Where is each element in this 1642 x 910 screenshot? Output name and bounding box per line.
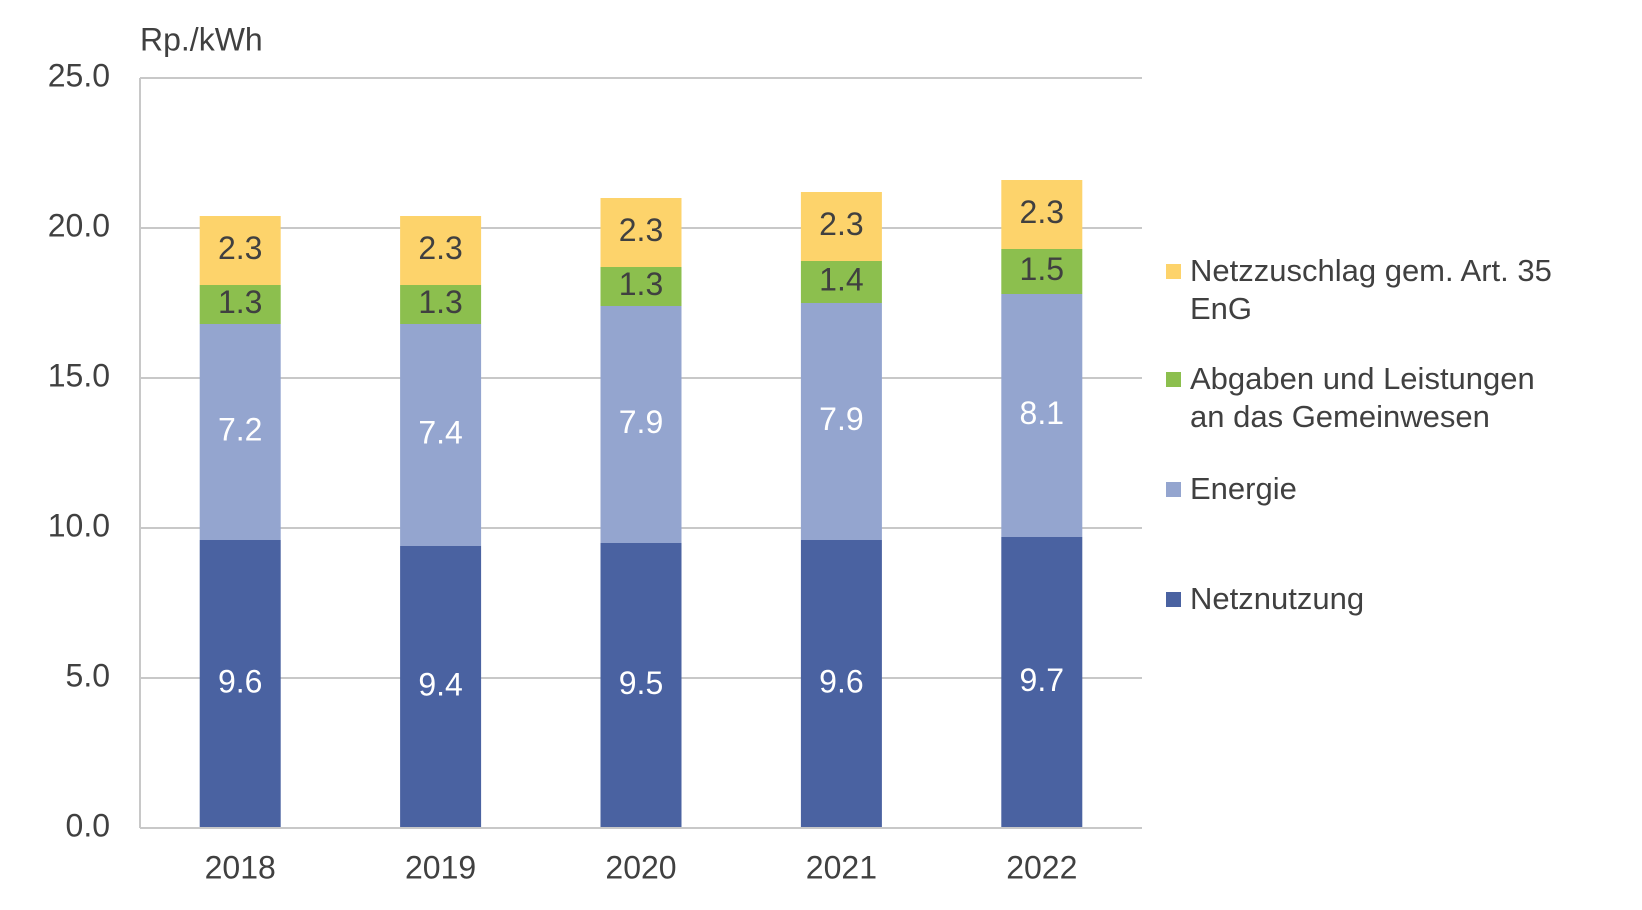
y-tick-label: 10.0 [48, 507, 110, 543]
bar-segment [1001, 180, 1083, 249]
bar-segment [199, 540, 281, 828]
data-label: 2.3 [819, 206, 863, 242]
bar-segment [600, 267, 682, 306]
legend-label: Netznutzung [1190, 581, 1365, 616]
bar-segment [400, 216, 482, 285]
bar-segment [400, 285, 482, 324]
y-tick-label: 5.0 [66, 657, 110, 693]
bar-segment [400, 324, 482, 546]
bar-segment [1001, 537, 1083, 828]
bar-segment [400, 546, 482, 828]
data-label: 2.3 [418, 230, 462, 266]
data-label: 1.3 [218, 284, 262, 320]
data-label: 8.1 [1020, 395, 1064, 431]
bar-segment [199, 324, 281, 540]
data-label: 9.5 [619, 665, 663, 701]
data-label: 9.7 [1020, 662, 1064, 698]
legend-item: Netznutzung [1166, 580, 1575, 618]
y-tick-label: 15.0 [48, 357, 110, 393]
bar-segment [1001, 294, 1083, 537]
x-tick-label: 2019 [405, 849, 476, 885]
bar-segment [1001, 249, 1083, 294]
data-label: 7.9 [819, 401, 863, 437]
data-label: 2.3 [1020, 194, 1064, 230]
legend-swatch [1166, 372, 1181, 387]
y-tick-label: 20.0 [48, 207, 110, 243]
bar-segment [600, 543, 682, 828]
data-label: 1.5 [1020, 251, 1064, 287]
data-label: 9.6 [819, 663, 863, 699]
bar-segment [199, 216, 281, 285]
data-label: 1.4 [819, 261, 863, 297]
bar-segment [800, 192, 882, 261]
legend-label: Energie [1190, 471, 1297, 506]
x-tick-label: 2021 [806, 849, 877, 885]
x-tick-label: 2020 [605, 849, 676, 885]
bar-segment [800, 303, 882, 540]
data-label: 1.3 [619, 266, 663, 302]
data-label: 2.3 [619, 212, 663, 248]
y-tick-label: 0.0 [66, 807, 110, 843]
y-axis-label: Rp./kWh [140, 21, 263, 57]
bar-segment [800, 261, 882, 303]
legend-swatch [1166, 264, 1181, 279]
x-tick-label: 2018 [205, 849, 276, 885]
bar-segment [199, 285, 281, 324]
y-tick-label: 25.0 [48, 57, 110, 93]
legend-swatch [1166, 482, 1181, 497]
data-label: 9.4 [418, 666, 462, 702]
legend-swatch [1166, 592, 1181, 607]
data-label: 9.6 [218, 663, 262, 699]
bar-segment [600, 198, 682, 267]
legend-item: Netzzuschlag gem. Art. 35 EnG [1166, 252, 1575, 328]
legend-label: Abgaben und Leistungen an das Gemeinwese… [1190, 361, 1535, 434]
x-tick-label: 2022 [1006, 849, 1077, 885]
bar-segment [600, 306, 682, 543]
legend-label: Netzzuschlag gem. Art. 35 EnG [1190, 253, 1552, 326]
data-label: 2.3 [218, 230, 262, 266]
data-label: 7.2 [218, 411, 262, 447]
bar-segment [800, 540, 882, 828]
legend-item: Abgaben und Leistungen an das Gemeinwese… [1166, 360, 1575, 436]
legend-item: Energie [1166, 470, 1575, 508]
data-label: 7.9 [619, 404, 663, 440]
data-label: 1.3 [418, 284, 462, 320]
data-label: 7.4 [418, 414, 462, 450]
